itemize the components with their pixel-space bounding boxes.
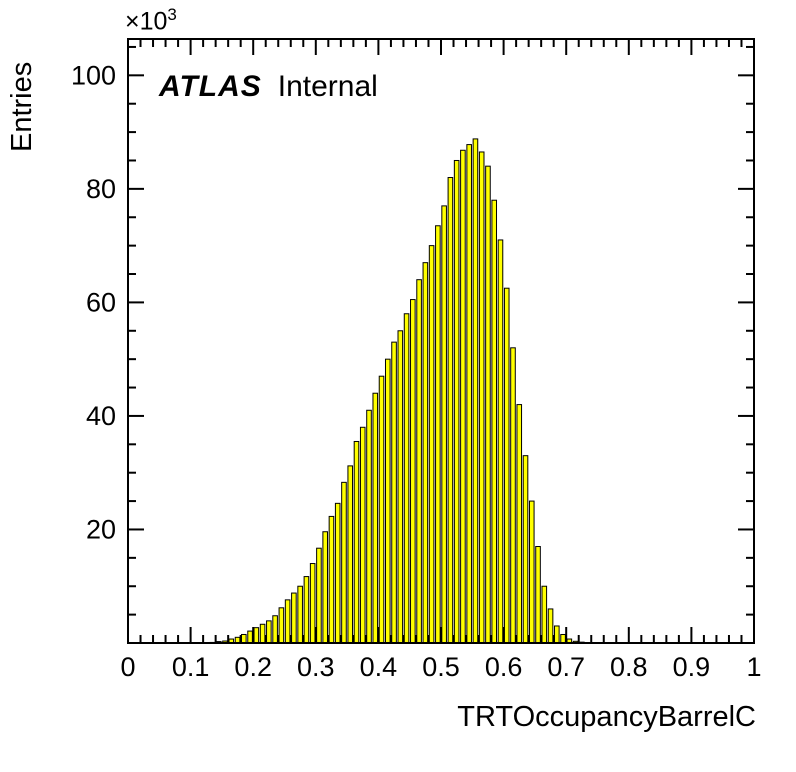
histogram-bar [322,531,328,644]
histogram-bar [359,426,366,644]
histogram-bar [485,165,491,644]
histogram-bar [410,299,416,644]
histogram-bar [516,404,523,644]
y-tick-label: 60 [86,287,116,317]
histogram-bar [309,563,316,644]
atlas-text: ATLAS [159,70,262,103]
histogram-bar [284,599,291,644]
histogram-bar [384,358,391,644]
histogram-bar [466,144,472,644]
power-base: ×10 [125,7,168,36]
plot-frame [127,38,755,644]
histogram-bar [303,576,310,644]
y-tick-label: 80 [86,174,116,204]
y-tick-label: 20 [86,514,116,544]
y-axis-title: Entries [6,61,38,152]
histogram-bar [435,225,441,644]
y-tick-label: 40 [86,401,116,431]
histogram-bar [266,620,272,644]
histogram-bar [447,177,454,644]
histogram-bar [460,149,466,644]
x-tick-label: 0 [120,652,135,682]
histogram-bar [328,515,335,644]
histogram-bar [441,205,447,644]
histogram-bar [341,481,347,644]
histogram-bar [428,245,435,644]
x-tick-label: 0.5 [422,652,460,682]
histogram-bar [416,279,422,644]
histogram-bar [241,633,247,644]
histogram-bar [554,625,560,644]
histogram-bar [253,627,260,644]
histogram-bar [522,455,529,644]
histogram-bar [353,440,360,644]
x-tick-label: 0.9 [673,652,711,682]
y-tick-label: 100 [71,60,116,90]
x-tick-label: 0.8 [610,652,648,682]
x-tick-label: 0.7 [547,652,585,682]
histogram-bar [372,392,379,644]
histogram-bar [560,633,566,644]
histogram-bar [391,341,397,644]
histogram-bar [541,585,548,644]
histogram-bar [278,607,285,644]
histogram-bar [397,330,404,644]
y-axis-power-label: ×103 [125,5,177,36]
x-tick-label: 0.2 [234,652,272,682]
histogram-bar [272,615,278,644]
atlas-internal-label: ATLAS Internal [159,70,378,104]
histogram-bar [259,623,266,644]
histogram-bar [378,375,385,644]
x-tick-label: 0.6 [485,652,523,682]
histogram-bar [453,159,460,644]
histogram-bar [510,347,516,644]
histogram-bar [297,585,303,644]
x-tick-label: 1 [746,652,761,682]
histogram-bar [247,630,253,644]
histogram-bar [334,502,341,644]
histogram-bar [472,138,479,644]
histogram-bar [291,592,297,644]
histogram-bar [366,409,372,644]
internal-text: Internal [277,70,378,103]
histogram-bar [316,547,322,644]
x-tick-label: 0.1 [172,652,210,682]
histogram-bar [403,313,410,644]
histogram-bar [547,608,554,644]
histogram-bar [478,151,485,644]
x-tick-label: 0.3 [297,652,335,682]
histogram-bar [347,465,354,644]
histogram-bar [491,199,498,644]
x-tick-label: 0.4 [360,652,398,682]
histogram-bar [503,287,510,644]
x-axis-title: TRTOccupancyBarrelC [457,701,756,733]
power-exponent: 3 [167,5,177,24]
histogram-bar [497,239,504,644]
histogram-bar [528,500,535,644]
histogram-bar [535,546,541,644]
histogram-bar [422,262,429,644]
